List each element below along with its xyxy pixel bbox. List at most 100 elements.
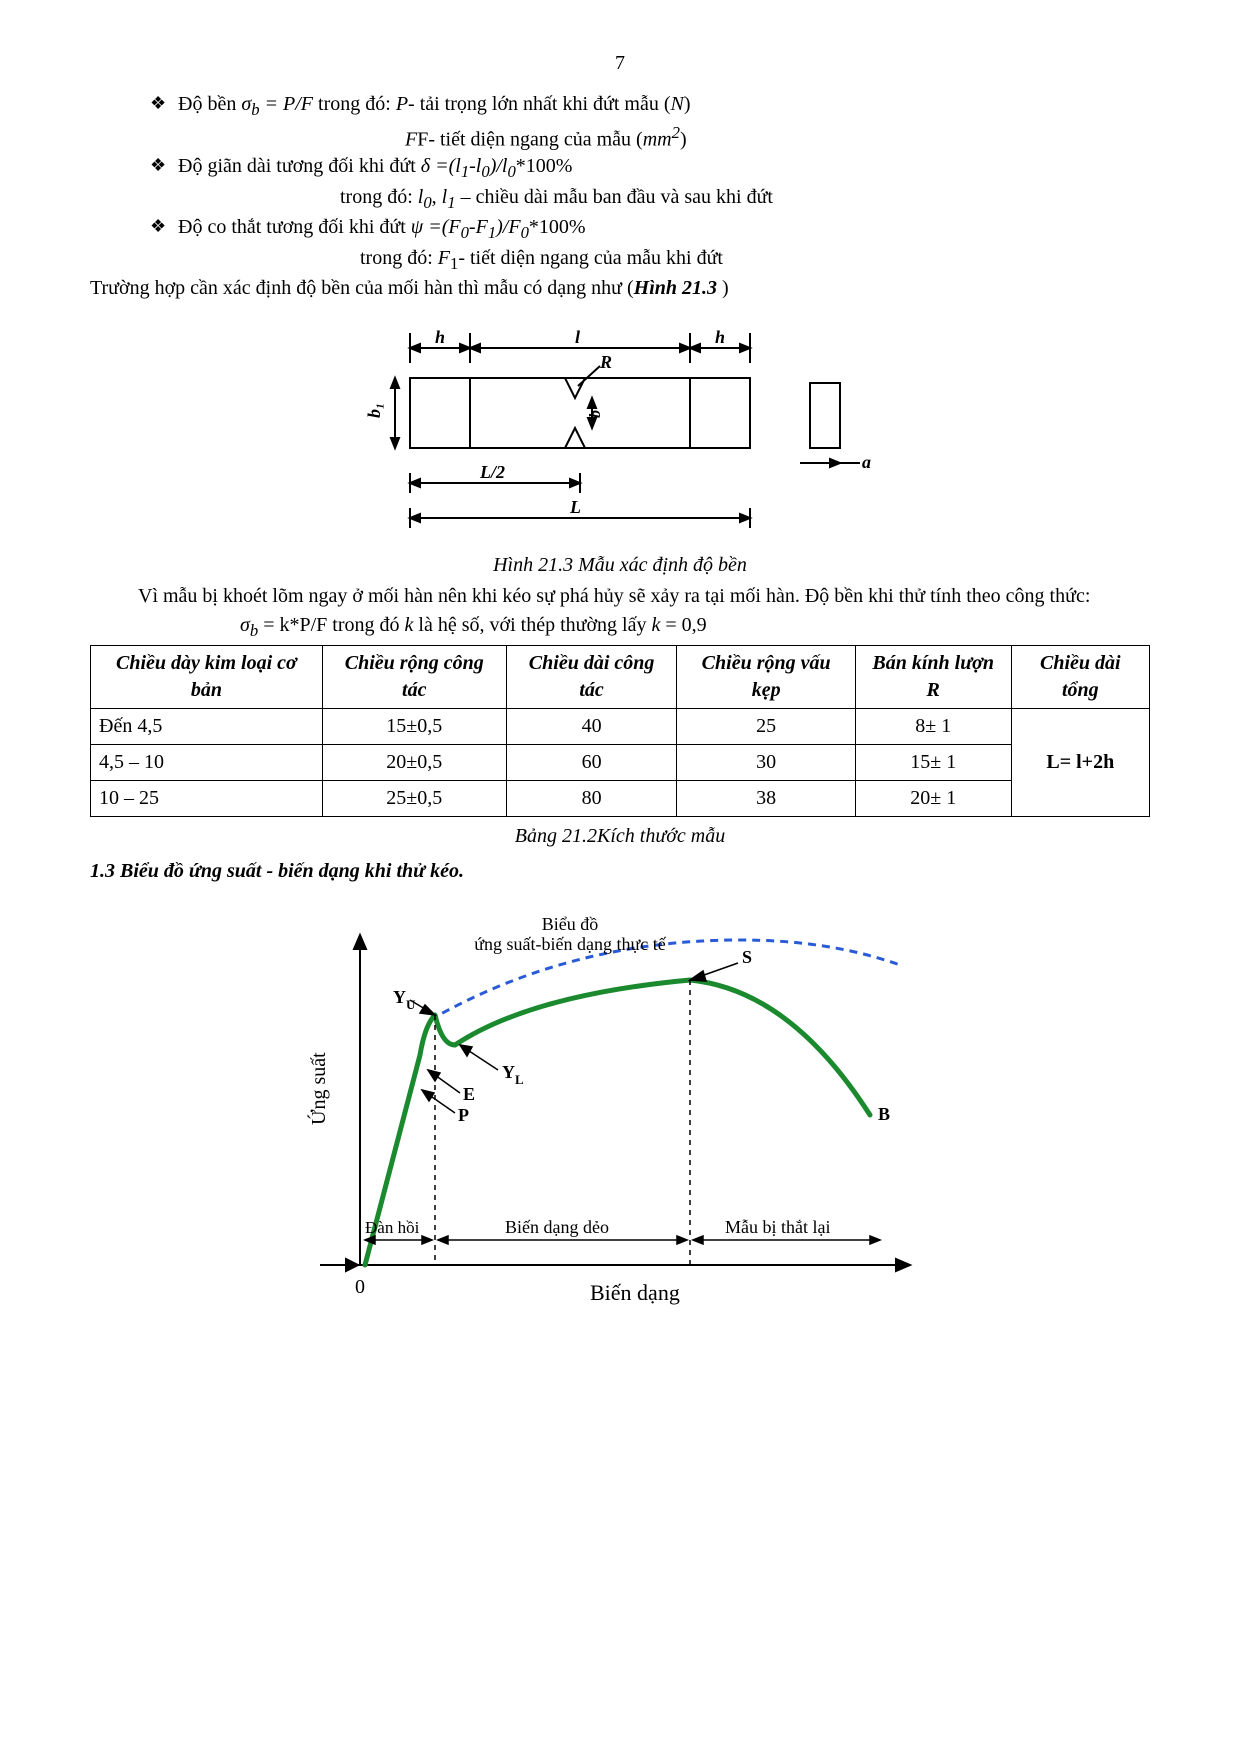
pt-S: S	[742, 947, 752, 967]
m1: -l	[469, 155, 481, 177]
table-header-row: Chiều dày kim loại cơ bản Chiều rộng côn…	[91, 645, 1150, 708]
s1: 1	[447, 193, 455, 212]
s0b: 0	[507, 162, 515, 181]
p: P	[396, 93, 408, 115]
chart-title1: Biểu đồ	[542, 914, 599, 934]
txt: Độ co thắt tương đối khi đứt	[178, 216, 411, 238]
bullet-elongation-sub: trong đó: l0, l1 – chiều dài mẫu ban đầu…	[340, 184, 1150, 215]
pre: trong đó:	[360, 247, 438, 269]
comma: ,	[432, 186, 442, 208]
th-2: Chiều dài công tác	[506, 645, 677, 708]
c04: 8± 1	[855, 708, 1011, 744]
F: F	[405, 128, 417, 150]
sub-b: b	[251, 100, 259, 119]
sigma: σ	[240, 614, 250, 636]
th-4: Bán kính lượn R	[855, 645, 1011, 708]
s0: 0	[423, 193, 431, 212]
mid: = k*P/F trong đó	[258, 614, 404, 636]
formula-k: σb = k*P/F trong đó k là hệ số, với thép…	[240, 612, 1150, 643]
c10: 4,5 – 10	[91, 744, 323, 780]
s0a: 0	[461, 223, 469, 242]
xlabel: Biến dạng	[590, 1280, 680, 1305]
bullet-elongation-text: Độ giãn dài tương đối khi đứt δ =(l1-l0)…	[178, 153, 1150, 184]
ylabel: Ứng suất	[306, 1051, 330, 1124]
c21: 25±0,5	[322, 780, 506, 816]
N: N	[671, 93, 684, 115]
diamond-icon: ❖	[150, 214, 178, 238]
origin: 0	[355, 1276, 365, 1298]
s1: 1	[461, 162, 469, 181]
figure-21-3: h l h R b₁ b L/2 L a	[90, 308, 1150, 546]
c05: L= l+2h	[1011, 708, 1149, 816]
lbl-h1: h	[435, 327, 445, 347]
delta: δ =(l	[421, 155, 461, 177]
zone-neck: Mẫu bị thắt lại	[725, 1217, 830, 1237]
pdesc: - tải trọng lớn nhất khi đứt mẫu (	[408, 93, 670, 115]
tail: *100%	[516, 155, 573, 177]
lbl-l: l	[575, 327, 580, 347]
pt-E: E	[463, 1084, 475, 1104]
F1: F	[438, 247, 450, 269]
tail: = 0,9	[660, 614, 706, 636]
c20: 10 – 25	[91, 780, 323, 816]
txt: Độ giãn dài tương đối khi đứt	[178, 155, 421, 177]
sigma: σ	[241, 93, 251, 115]
mid: trong đó:	[313, 93, 396, 115]
table-row: 10 – 25 25±0,5 80 38 20± 1	[91, 780, 1150, 816]
m1: -F	[469, 216, 488, 238]
desc: – chiều dài mẫu ban đầu và sau khi đứt	[456, 186, 773, 208]
zone-plastic: Biến dạng dẻo	[505, 1217, 609, 1237]
diamond-icon: ❖	[150, 153, 178, 177]
th-5: Chiều dài tổng	[1011, 645, 1149, 708]
mid2: là hệ số, với thép thường lấy	[413, 614, 651, 636]
bullet-contraction-text: Độ co thắt tương đối khi đứt ψ =(F0-F1)/…	[178, 214, 1150, 245]
c13: 30	[677, 744, 855, 780]
table-row: Đến 4,5 15±0,5 40 25 8± 1 L= l+2h	[91, 708, 1150, 744]
b: Hình 21.3	[634, 277, 717, 299]
th-0: Chiều dày kim loại cơ bản	[91, 645, 323, 708]
caption-table: Bảng 21.2Kích thước mẫu	[90, 823, 1150, 850]
c01: 15±0,5	[322, 708, 506, 744]
lbl-h2: h	[715, 327, 725, 347]
fdesc: F- tiết diện ngang của mẫu (	[417, 128, 643, 150]
stress-strain-chart: Ứng suất Biến dạng 0 Biểu đồ ứng suất-bi…	[90, 895, 1150, 1333]
tail: *100%	[529, 216, 586, 238]
close: )	[680, 128, 687, 150]
pt-B: B	[878, 1104, 890, 1124]
lbl-a: a	[862, 452, 871, 472]
eq: = P/F	[260, 93, 314, 115]
line-truonghop: Trường hợp cần xác định độ bền của mối h…	[90, 275, 1150, 302]
s0a: 0	[481, 162, 489, 181]
c24: 20± 1	[855, 780, 1011, 816]
c00: Đến 4,5	[91, 708, 323, 744]
lbl-Lhalf: L/2	[479, 462, 505, 482]
mm: mm	[643, 128, 672, 150]
bullet-contraction: ❖ Độ co thắt tương đối khi đứt ψ =(F0-F1…	[150, 214, 1150, 245]
desc: - tiết diện ngang của mẫu khi đứt	[458, 247, 723, 269]
lbl-L: L	[569, 497, 581, 517]
bullet-strength: ❖ Độ bền σb = P/F trong đó: P- tải trọng…	[150, 91, 1150, 122]
close: )	[684, 93, 691, 115]
c23: 38	[677, 780, 855, 816]
pre: trong đó:	[340, 186, 418, 208]
c: )	[717, 277, 729, 299]
bullet-elongation: ❖ Độ giãn dài tương đối khi đứt δ =(l1-l…	[150, 153, 1150, 184]
th-1: Chiều rộng công tác	[322, 645, 506, 708]
bullet-contraction-sub: trong đó: F1- tiết diện ngang của mẫu kh…	[360, 245, 1150, 276]
psi: ψ =(F	[411, 216, 461, 238]
c11: 20±0,5	[322, 744, 506, 780]
zone-elastic: Đàn hồi	[365, 1218, 420, 1237]
diamond-icon: ❖	[150, 91, 178, 115]
m2: )/F	[496, 216, 520, 238]
th-3: Chiều rộng vấu kẹp	[677, 645, 855, 708]
bullet-strength-text: Độ bền σb = P/F trong đó: P- tải trọng l…	[178, 91, 1150, 122]
table-dimensions: Chiều dày kim loại cơ bản Chiều rộng côn…	[90, 645, 1150, 817]
lbl-R: R	[599, 352, 612, 372]
page-number: 7	[90, 50, 1150, 77]
a: Trường hợp cần xác định độ bền của mối h…	[90, 277, 634, 299]
lbl-b: b	[587, 410, 604, 418]
c22: 80	[506, 780, 677, 816]
txt: Độ bền	[178, 93, 241, 115]
c12: 60	[506, 744, 677, 780]
c03: 25	[677, 708, 855, 744]
